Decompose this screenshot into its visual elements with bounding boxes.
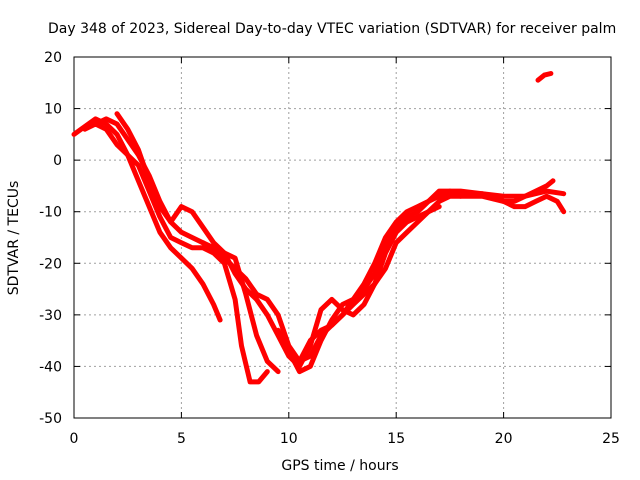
series-group	[71, 71, 567, 385]
y-tick-label: 20	[44, 50, 62, 66]
series-line-track-6	[275, 178, 556, 375]
series-line-track-3	[93, 116, 281, 375]
series-line-track-7	[297, 193, 567, 364]
y-axis-label: SDTVAR / TECUs	[6, 181, 22, 296]
x-tick-label: 5	[177, 431, 186, 447]
x-tick-label: 20	[495, 431, 513, 447]
y-tick-label: -10	[39, 205, 62, 221]
x-tick-label: 15	[387, 431, 405, 447]
axis-ticks	[73, 56, 612, 419]
x-tick-label: 0	[70, 431, 79, 447]
y-tick-label: -50	[39, 411, 62, 427]
y-tick-label: 0	[53, 153, 62, 169]
x-tick-label: 25	[602, 431, 620, 447]
y-tick-label: -40	[39, 359, 62, 375]
grid	[74, 57, 611, 418]
y-tick-label: -20	[39, 256, 62, 272]
y-tick-label: -30	[39, 308, 62, 324]
x-axis-label: GPS time / hours	[281, 458, 398, 474]
y-tick-label: 10	[44, 102, 62, 118]
x-tick-label: 10	[280, 431, 298, 447]
chart-title: Day 348 of 2023, Sidereal Day-to-day VTE…	[48, 21, 616, 37]
plot-frame	[73, 56, 612, 419]
axis-tick-labels: 0 5 10 15 20 25 20 10 0 -10 -20 -30 -40 -50	[39, 50, 620, 447]
series-line-track-2	[82, 121, 270, 385]
series-line-track-8	[535, 71, 554, 83]
series-line-track-5	[200, 188, 567, 364]
